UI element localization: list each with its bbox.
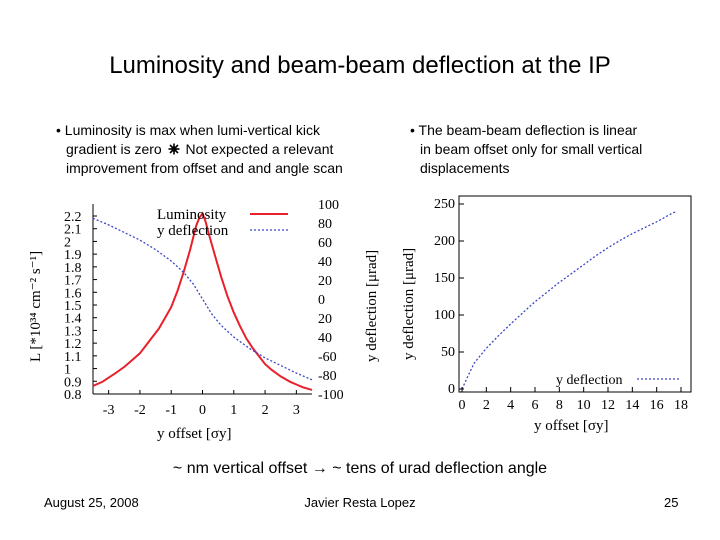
left-bullet-line2-post: Not expected a relevant (185, 141, 334, 157)
right-y-tick-label: -100 (318, 388, 344, 403)
deflection-x-tick-label: 18 (674, 398, 688, 413)
left-y-tick-label: 2.1 (64, 223, 82, 238)
right-bullet-line1: • The beam-beam deflection is linear (410, 122, 638, 138)
deflection-y-tick-label: 200 (434, 234, 455, 249)
right-chart-xlabel: y offset [σy] (534, 418, 608, 434)
conclusion-text: ~ nm vertical offset → ~ tens of urad de… (172, 460, 548, 477)
luminosity-series-line (92, 211, 313, 391)
left-y-tick-label: 1 (64, 363, 71, 378)
deflection-x-tick-label: 4 (507, 398, 514, 413)
left-y-tick-label: 1.2 (64, 337, 82, 352)
left-x-tick-label: -1 (165, 403, 177, 418)
left-bullet-line3: improvement from offset and and angle sc… (66, 160, 343, 176)
right-chart-ylabel: y deflection [μrad] (401, 248, 417, 360)
left-y-tick-label: 2 (64, 235, 71, 250)
left-y-tick-label: 1.7 (64, 274, 82, 289)
left-bullet-line2-pre: gradient is zero (66, 141, 162, 157)
right-y-tick-label: 80 (318, 217, 332, 232)
legend-luminosity-label: Luminosity (157, 207, 227, 223)
left-y-tick-label: 1.3 (64, 324, 82, 339)
footer-author: Javier Resta Lopez (304, 495, 416, 510)
left-y-tick-label: 1.9 (64, 248, 82, 263)
deflection-y-tick-label: 150 (434, 271, 455, 286)
left-y-tick-label: 1.6 (64, 286, 82, 301)
deflection-x-tick-label: 8 (556, 398, 563, 413)
right-y-tick-label: 0 (318, 293, 325, 308)
right-bullet-line3: displacements (420, 160, 510, 176)
left-y-tick-label: 1.4 (64, 312, 82, 327)
left-x-tick-label: 0 (199, 403, 206, 418)
right-bullet: • The beam-beam deflection is linear in … (410, 121, 710, 178)
left-x-tick-label: -3 (103, 403, 115, 418)
deflection-y-tick-label: 50 (441, 345, 455, 360)
right-y-tick-label: 20 (318, 274, 332, 289)
left-bullet-line2: gradient is zero Not expected a relevant (56, 140, 396, 159)
right-y-tick-label: 40 (318, 331, 332, 346)
starburst-arrow-icon (168, 143, 180, 155)
left-y-tick-label: 0.8 (64, 388, 82, 403)
left-x-tick-label: -2 (134, 403, 146, 418)
left-bullet: • Luminosity is max when lumi-vertical k… (56, 121, 396, 178)
deflection-y-tick-label: 100 (434, 308, 455, 323)
right-chart-frame (458, 195, 692, 393)
deflection-curve-line (461, 210, 677, 390)
left-y-tick-label: 2.2 (64, 210, 82, 225)
left-x-tick-label: 1 (230, 403, 237, 418)
right-y-tick-label: 40 (318, 255, 332, 270)
slide-title: Luminosity and beam-beam deflection at t… (109, 52, 611, 79)
deflection-x-tick-label: 10 (577, 398, 591, 413)
left-y-tick-label: 1.5 (64, 299, 82, 314)
footer-date: August 25, 2008 (44, 495, 139, 510)
left-y-tick-label: 0.9 (64, 375, 82, 390)
right-y-tick-label: 20 (318, 312, 332, 327)
deflection-y-tick-label: 250 (434, 197, 455, 212)
right-y-tick-label: -60 (318, 350, 337, 365)
deflection-x-tick-label: 12 (601, 398, 615, 413)
left-chart-ylabel-right: y deflection [μrad] (364, 250, 380, 362)
left-bullet-line1: • Luminosity is max when lumi-vertical k… (56, 122, 320, 138)
deflection-x-tick-label: 0 (459, 398, 466, 413)
deflection-x-tick-label: 16 (650, 398, 664, 413)
right-y-tick-label: 60 (318, 236, 332, 251)
right-y-tick-label: 100 (318, 198, 339, 213)
left-y-tick-label: 1.8 (64, 261, 82, 276)
deflection-x-tick-label: 2 (483, 398, 490, 413)
right-y-tick-label: -80 (318, 369, 337, 384)
deflection-y-tick-label: 0 (448, 382, 455, 397)
left-x-tick-label: 3 (293, 403, 300, 418)
right-chart-legend-label: y deflection (556, 373, 622, 388)
right-bullet-line2: in beam offset only for small vertical (420, 141, 643, 157)
legend-deflection-label: y deflection (157, 223, 229, 239)
deflection-series-line (92, 217, 313, 381)
left-chart-xlabel: y offset [σy] (157, 426, 231, 442)
deflection-x-tick-label: 14 (625, 398, 639, 413)
left-x-tick-label: 2 (262, 403, 269, 418)
left-y-tick-label: 1.1 (64, 350, 82, 365)
left-chart-ylabel: L [*10³⁴ cm⁻² s⁻¹] (28, 251, 44, 362)
deflection-x-tick-label: 6 (532, 398, 539, 413)
footer-page-number: 25 (664, 495, 679, 510)
